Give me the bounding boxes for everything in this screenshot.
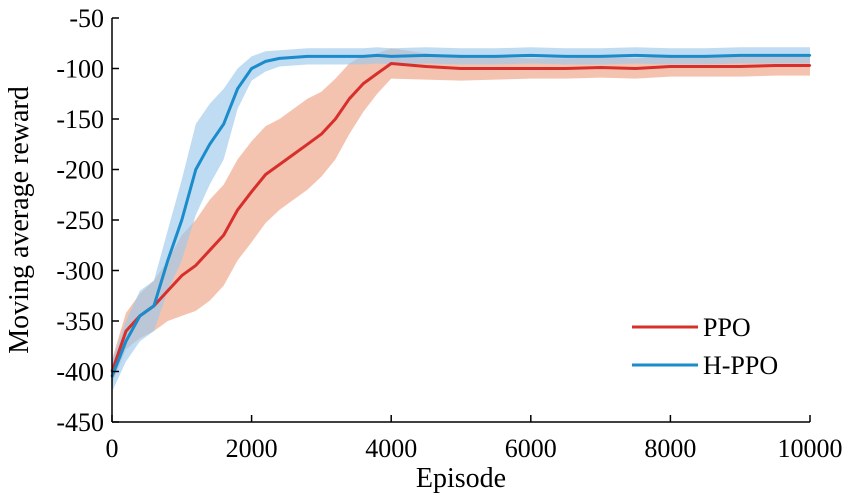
x-tick-label: 8000 bbox=[644, 434, 696, 463]
data-point-h-ppo bbox=[704, 55, 707, 58]
legend-label-h-ppo: H-PPO bbox=[703, 351, 778, 380]
data-point-ppo bbox=[529, 67, 532, 70]
y-axis-title: Moving average reward bbox=[4, 86, 35, 353]
data-point-h-ppo bbox=[194, 168, 197, 171]
data-point-ppo bbox=[236, 208, 239, 212]
y-tick-label: -100 bbox=[56, 55, 104, 84]
data-point-ppo bbox=[166, 289, 170, 292]
y-tick-label: -50 bbox=[69, 4, 104, 33]
data-point-h-ppo bbox=[362, 55, 365, 58]
data-point-ppo bbox=[306, 143, 309, 146]
data-point-ppo bbox=[320, 132, 323, 136]
legend: PPO H-PPO bbox=[632, 313, 778, 380]
data-point-ppo bbox=[292, 153, 295, 156]
data-point-h-ppo bbox=[236, 87, 239, 90]
y-tick-label: -250 bbox=[56, 206, 104, 235]
data-point-h-ppo bbox=[208, 143, 211, 146]
data-point-h-ppo bbox=[124, 340, 128, 343]
data-point-ppo bbox=[424, 65, 428, 68]
data-point-h-ppo bbox=[669, 55, 672, 58]
y-tick-label: -300 bbox=[56, 257, 104, 286]
y-tick-label: -150 bbox=[56, 105, 104, 134]
data-point-ppo bbox=[250, 190, 253, 193]
data-point-ppo bbox=[124, 329, 128, 333]
data-point-ppo bbox=[599, 66, 602, 69]
data-point-ppo bbox=[264, 173, 267, 176]
data-point-h-ppo bbox=[306, 55, 309, 58]
x-tick-label: 2000 bbox=[226, 434, 278, 463]
data-point-h-ppo bbox=[334, 55, 337, 58]
data-point-h-ppo bbox=[529, 54, 532, 57]
confidence-bands bbox=[112, 47, 810, 392]
data-point-ppo bbox=[194, 264, 197, 267]
data-point-ppo bbox=[180, 274, 183, 277]
y-tick-label: -350 bbox=[56, 307, 104, 336]
data-point-ppo bbox=[704, 65, 707, 68]
legend-label-ppo: PPO bbox=[703, 313, 751, 342]
data-point-ppo bbox=[348, 97, 351, 101]
x-tick-label: 0 bbox=[106, 434, 119, 463]
data-point-h-ppo bbox=[222, 122, 225, 126]
data-point-ppo bbox=[278, 163, 281, 166]
data-point-ppo bbox=[634, 67, 637, 70]
data-point-ppo bbox=[808, 64, 812, 67]
data-point-h-ppo bbox=[138, 314, 142, 318]
data-point-ppo bbox=[669, 65, 672, 68]
data-point-ppo bbox=[459, 67, 463, 70]
x-axis-title: Episode bbox=[416, 463, 506, 494]
data-point-h-ppo bbox=[564, 55, 567, 58]
series-lines bbox=[110, 53, 812, 378]
y-tick-label: -400 bbox=[56, 358, 104, 387]
data-point-ppo bbox=[334, 117, 337, 121]
tick-labels: 0 2000 4000 6000 8000 10000 -50 -100 -150 -200 -25… bbox=[56, 4, 842, 463]
data-point-h-ppo bbox=[320, 55, 323, 58]
data-point-h-ppo bbox=[424, 54, 428, 57]
y-tick-label: -200 bbox=[56, 156, 104, 185]
data-point-h-ppo bbox=[264, 60, 267, 63]
data-point-h-ppo bbox=[278, 57, 281, 60]
data-point-h-ppo bbox=[773, 54, 777, 57]
data-point-ppo bbox=[362, 82, 365, 85]
x-tick-label: 6000 bbox=[505, 434, 557, 463]
data-point-h-ppo bbox=[376, 54, 379, 57]
data-point-h-ppo bbox=[634, 54, 637, 57]
data-point-h-ppo bbox=[166, 259, 170, 262]
x-tick-label: 10000 bbox=[778, 434, 843, 463]
data-point-h-ppo bbox=[739, 54, 742, 57]
data-point-h-ppo bbox=[250, 67, 253, 70]
data-point-ppo bbox=[564, 67, 567, 70]
data-point-h-ppo bbox=[292, 56, 295, 59]
data-point-h-ppo bbox=[390, 55, 393, 58]
data-point-h-ppo bbox=[348, 55, 351, 58]
data-point-ppo bbox=[376, 72, 379, 75]
data-point-ppo bbox=[208, 249, 211, 252]
data-point-h-ppo bbox=[494, 55, 498, 58]
data-point-h-ppo bbox=[152, 304, 156, 308]
data-point-h-ppo bbox=[459, 55, 463, 58]
band-ppo bbox=[112, 48, 810, 384]
data-point-h-ppo bbox=[599, 55, 602, 58]
data-point-h-ppo bbox=[808, 54, 812, 57]
data-point-ppo bbox=[773, 64, 777, 67]
axes bbox=[111, 17, 811, 423]
y-tick-label: -450 bbox=[56, 408, 104, 437]
data-point-h-ppo bbox=[180, 218, 183, 222]
data-point-ppo bbox=[222, 233, 225, 237]
data-point-ppo bbox=[390, 62, 393, 65]
data-point-ppo bbox=[494, 67, 498, 70]
x-tick-label: 4000 bbox=[365, 434, 417, 463]
data-point-ppo bbox=[739, 65, 742, 68]
